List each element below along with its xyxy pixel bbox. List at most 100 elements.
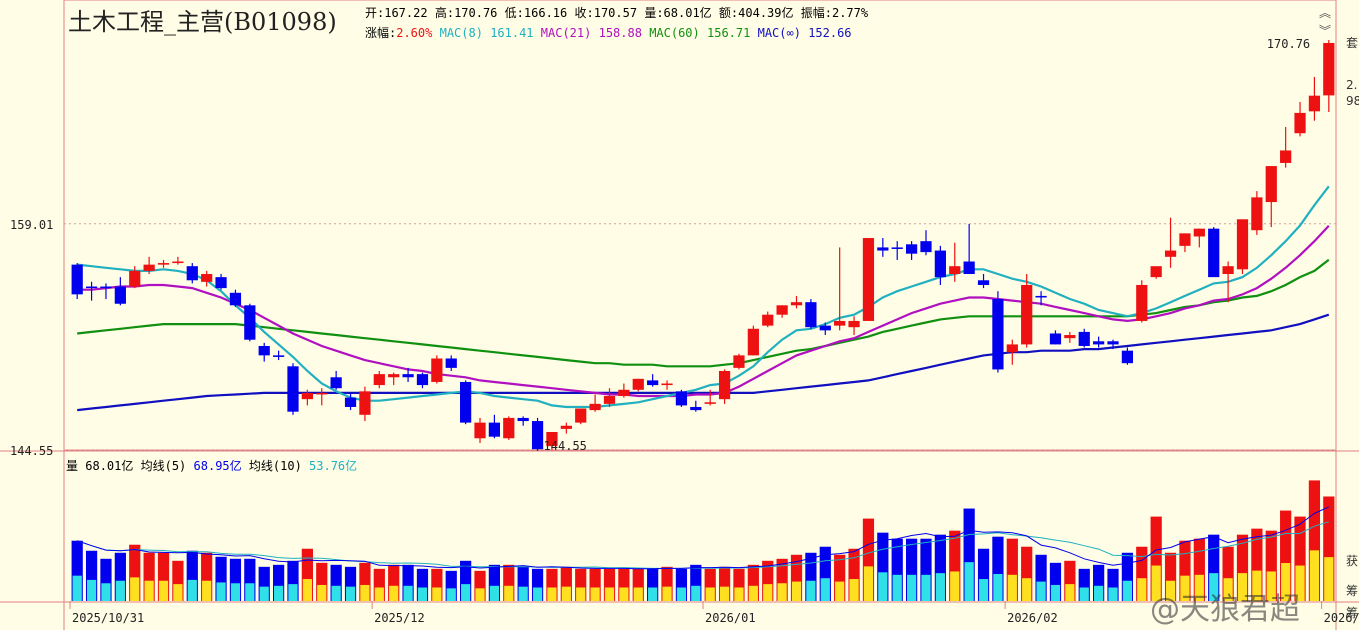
side-char-6: 筹	[1346, 606, 1359, 620]
close-label: 收:	[574, 6, 594, 20]
quote-line-2: 涨幅:2.60% MAC(8) 161.41 MAC(21) 158.88 MA…	[365, 23, 868, 43]
volume-bar-inner	[173, 584, 183, 601]
volume-bar	[402, 564, 414, 601]
volume-bar	[575, 568, 587, 601]
volume-bar-inner	[648, 587, 658, 601]
volume-bar	[1236, 534, 1249, 601]
volume-bar	[733, 568, 745, 601]
candle-body	[718, 371, 731, 400]
watermark: @天狼君超	[1150, 592, 1300, 627]
volume-bar-inner	[906, 574, 917, 601]
volume-bar	[1193, 538, 1205, 601]
volume-bar-inner	[662, 586, 672, 601]
x-tick-label: 2025/10/31	[72, 611, 144, 625]
candle-body	[848, 320, 860, 328]
volume-bar-inner	[158, 580, 169, 601]
mainf-value: 152.66	[808, 26, 852, 40]
vol-ma10-label: 均线(10)	[248, 459, 302, 473]
candle-body	[776, 305, 788, 315]
volume-bar-inner	[1295, 565, 1305, 601]
candle-body	[589, 403, 601, 411]
volume-bar-inner	[993, 573, 1003, 601]
volume-bar-inner	[202, 580, 212, 601]
volume-bar-inner	[1079, 587, 1089, 601]
candle-body	[344, 397, 357, 407]
candle-body	[272, 355, 285, 357]
volume-bar	[129, 544, 141, 601]
volume-bar	[877, 532, 889, 601]
volume-bar	[905, 538, 918, 601]
volume-bar-inner	[1036, 581, 1046, 601]
volume-bar-inner	[1137, 578, 1147, 601]
volume-bar-inner	[245, 583, 255, 601]
volume-bar-inner	[273, 585, 284, 601]
volume-bar	[186, 550, 198, 601]
volume-bar-inner	[403, 585, 413, 601]
volume-bar	[603, 568, 616, 601]
candle-body	[647, 380, 659, 386]
vol-ma10-value: 53.76亿	[309, 459, 358, 473]
volume-bar-inner	[187, 579, 197, 601]
candle-body	[503, 417, 515, 439]
volume-bar	[718, 566, 731, 601]
volume-bar	[229, 558, 242, 601]
candle-body	[373, 374, 385, 386]
volume-bar-inner	[101, 583, 111, 601]
volume-bar-inner	[374, 587, 384, 601]
volume-bar	[1308, 480, 1321, 601]
candle-body	[201, 274, 213, 282]
candle-body	[129, 270, 141, 287]
volume-bar	[431, 568, 443, 601]
volume-bar-inner	[1194, 574, 1204, 601]
volume-bar-inner	[1065, 584, 1075, 601]
candle-body	[517, 417, 529, 422]
candle-body	[1294, 112, 1306, 134]
ma8-label: MAC(8)	[439, 26, 483, 40]
side-char-5: 筹	[1346, 584, 1359, 598]
volume-bar-inner	[1151, 565, 1161, 601]
volume-bar	[258, 566, 270, 601]
volume-bar	[1164, 552, 1177, 601]
volume-bar-inner	[130, 577, 140, 601]
volume-bar	[589, 568, 601, 601]
price-panel-frame	[63, 0, 1337, 451]
side-char-2: 2.	[1346, 78, 1358, 92]
volume-bar	[963, 508, 975, 601]
candle-body	[949, 266, 961, 275]
volume-bar	[949, 530, 961, 601]
volume-bar	[316, 562, 328, 601]
candle-body	[1136, 284, 1148, 321]
candle-body	[1035, 295, 1047, 298]
quote-line-1: 开:167.22 高:170.76 低:166.16 收:170.57 量:68…	[365, 3, 868, 23]
vol-ma5-label: 均线(5)	[140, 459, 187, 473]
ma8-line	[77, 185, 1330, 409]
candle-body	[330, 377, 342, 389]
open-value: 167.22	[384, 6, 428, 20]
volume-bar	[1222, 546, 1234, 601]
volume-bar	[244, 558, 256, 601]
volume-bar	[1064, 560, 1076, 601]
scroll-down-icon[interactable]: ︾	[1318, 24, 1331, 38]
volume-bar	[848, 548, 860, 601]
volume-bar-inner	[1050, 584, 1061, 601]
candle-body	[1193, 228, 1205, 237]
candle-body	[157, 263, 170, 265]
max-price-label: 170.76	[1267, 37, 1310, 51]
candle-body	[172, 261, 184, 264]
volume-bar-inner	[1252, 570, 1262, 601]
candle-body	[287, 366, 299, 412]
volume-bar	[373, 568, 385, 601]
volume-bar	[776, 558, 788, 601]
volume-bar-inner	[1108, 587, 1118, 601]
volume-bar	[661, 566, 673, 601]
volume-bar-inner	[590, 587, 600, 601]
low-value: 166.16	[523, 6, 568, 20]
volume-bar	[560, 566, 572, 601]
volume-bar-inner	[1266, 571, 1276, 601]
volume-bar-inner	[604, 587, 615, 601]
scroll-up-icon[interactable]: ︽	[1318, 6, 1331, 20]
volume-bar	[934, 534, 946, 601]
volume-bar	[100, 558, 112, 601]
change-label: 涨幅:	[365, 26, 397, 40]
